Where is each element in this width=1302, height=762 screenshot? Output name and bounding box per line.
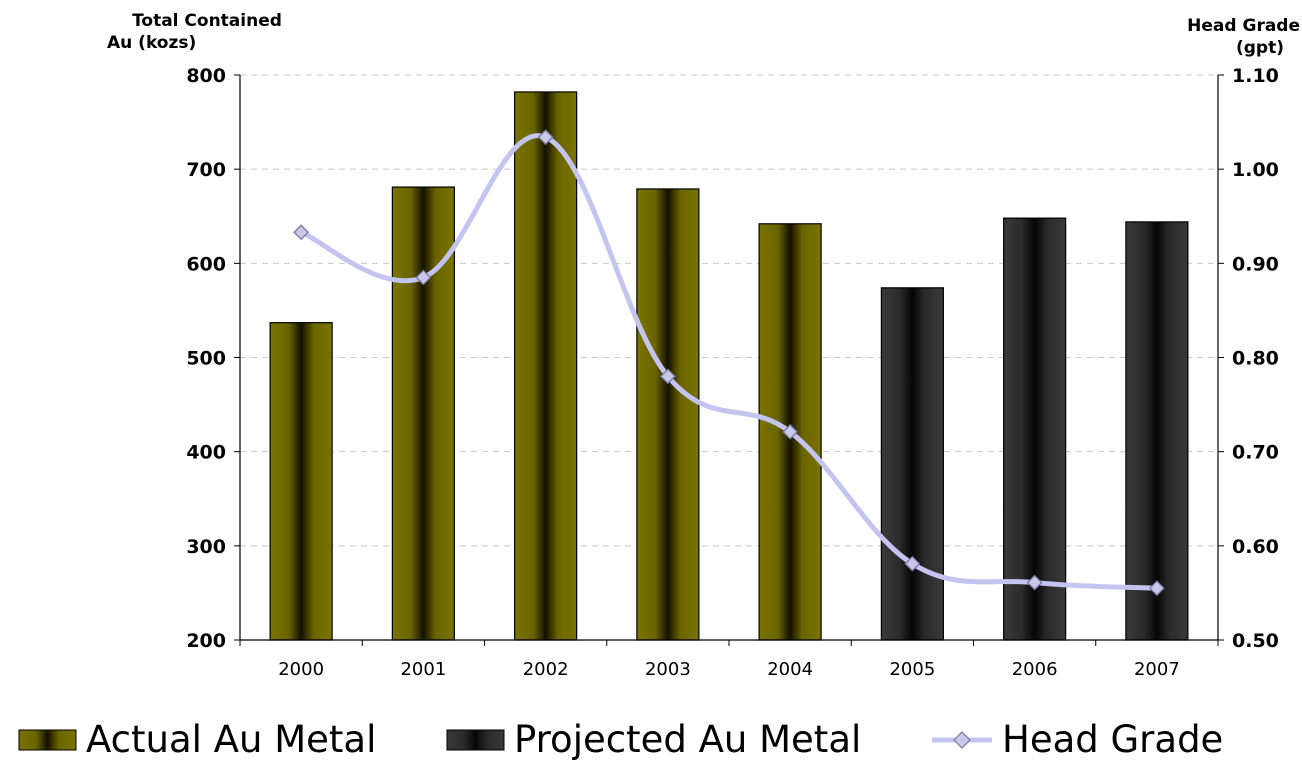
right-tick-label: 0.70 [1232, 442, 1279, 464]
legend-projected-swatch [446, 729, 505, 751]
left-tick-label: 300 [186, 536, 226, 558]
gridlines [240, 74, 1218, 547]
chart-area: 200 0.50 300 0.60 400 0.70 500 0.80 600 0.90 700 1.… [186, 65, 1279, 680]
head-grade-point [293, 224, 310, 241]
left-tick-label: 800 [186, 65, 226, 87]
legend-head-grade-swatch [932, 731, 992, 749]
x-tick-label: 2000 [278, 659, 324, 680]
legend-head-grade-label: Head Grade [1002, 718, 1224, 761]
right-tick-label: 1.00 [1232, 159, 1279, 181]
x-tick-label: 2002 [523, 659, 569, 680]
head-grade-point [904, 555, 921, 572]
left-tick-label: 700 [186, 159, 226, 181]
left-tick-label: 500 [186, 348, 226, 370]
legend-projected-label: Projected Au Metal [514, 718, 862, 761]
legend-projected: Projected Au Metal [446, 718, 861, 762]
axes [234, 74, 1224, 646]
legend-actual-swatch [18, 729, 77, 751]
x-tick-label: 2006 [1012, 659, 1058, 680]
tick-labels: 200 0.50 300 0.60 400 0.70 500 0.80 600 0.90 700 1.… [186, 65, 1279, 680]
bar [1125, 221, 1189, 641]
head-grade-point [659, 368, 676, 385]
left-axis-title-line-2: Au (kozs) [107, 33, 197, 53]
left-tick-label: 400 [186, 442, 226, 464]
right-tick-label: 0.90 [1232, 253, 1279, 275]
head-grade-point [415, 269, 432, 286]
left-tick-label: 200 [186, 630, 226, 652]
x-tick-label: 2007 [1134, 659, 1180, 680]
head-grade-line [293, 129, 1165, 597]
right-axis-title-line-1: Head Grade [1187, 16, 1300, 36]
head-grade-point [1148, 580, 1165, 597]
legend-actual: Actual Au Metal [18, 718, 376, 762]
bar [1003, 217, 1067, 641]
x-tick-label: 2004 [767, 659, 813, 680]
bars [269, 91, 1189, 641]
x-tick-label: 2005 [889, 659, 935, 680]
left-axis-title: Total Contained Au (kozs) [92, 10, 322, 54]
right-tick-label: 0.60 [1232, 536, 1279, 558]
head-grade-point [782, 423, 799, 440]
right-axis-title-line-2: (gpt) [1235, 38, 1284, 58]
head-grade-point [537, 129, 554, 146]
bar [514, 91, 578, 641]
legend-head-grade: Head Grade [930, 718, 1223, 762]
head-grade-line-path [298, 133, 1160, 591]
right-tick-label: 0.50 [1232, 630, 1279, 652]
left-axis-title-line-1: Total Contained [132, 11, 282, 31]
x-tick-label: 2003 [645, 659, 691, 680]
head-grade-point [1026, 574, 1043, 591]
legend-actual-label: Actual Au Metal [86, 718, 377, 761]
x-tick-label: 2001 [400, 659, 446, 680]
bar [391, 186, 455, 641]
right-axis-title: Head Grade (gpt) [1130, 15, 1300, 59]
bar [636, 188, 700, 641]
right-tick-label: 1.10 [1232, 65, 1279, 87]
left-tick-label: 600 [186, 253, 226, 275]
bar [269, 322, 333, 641]
bar [880, 287, 944, 641]
right-tick-label: 0.80 [1232, 348, 1279, 370]
